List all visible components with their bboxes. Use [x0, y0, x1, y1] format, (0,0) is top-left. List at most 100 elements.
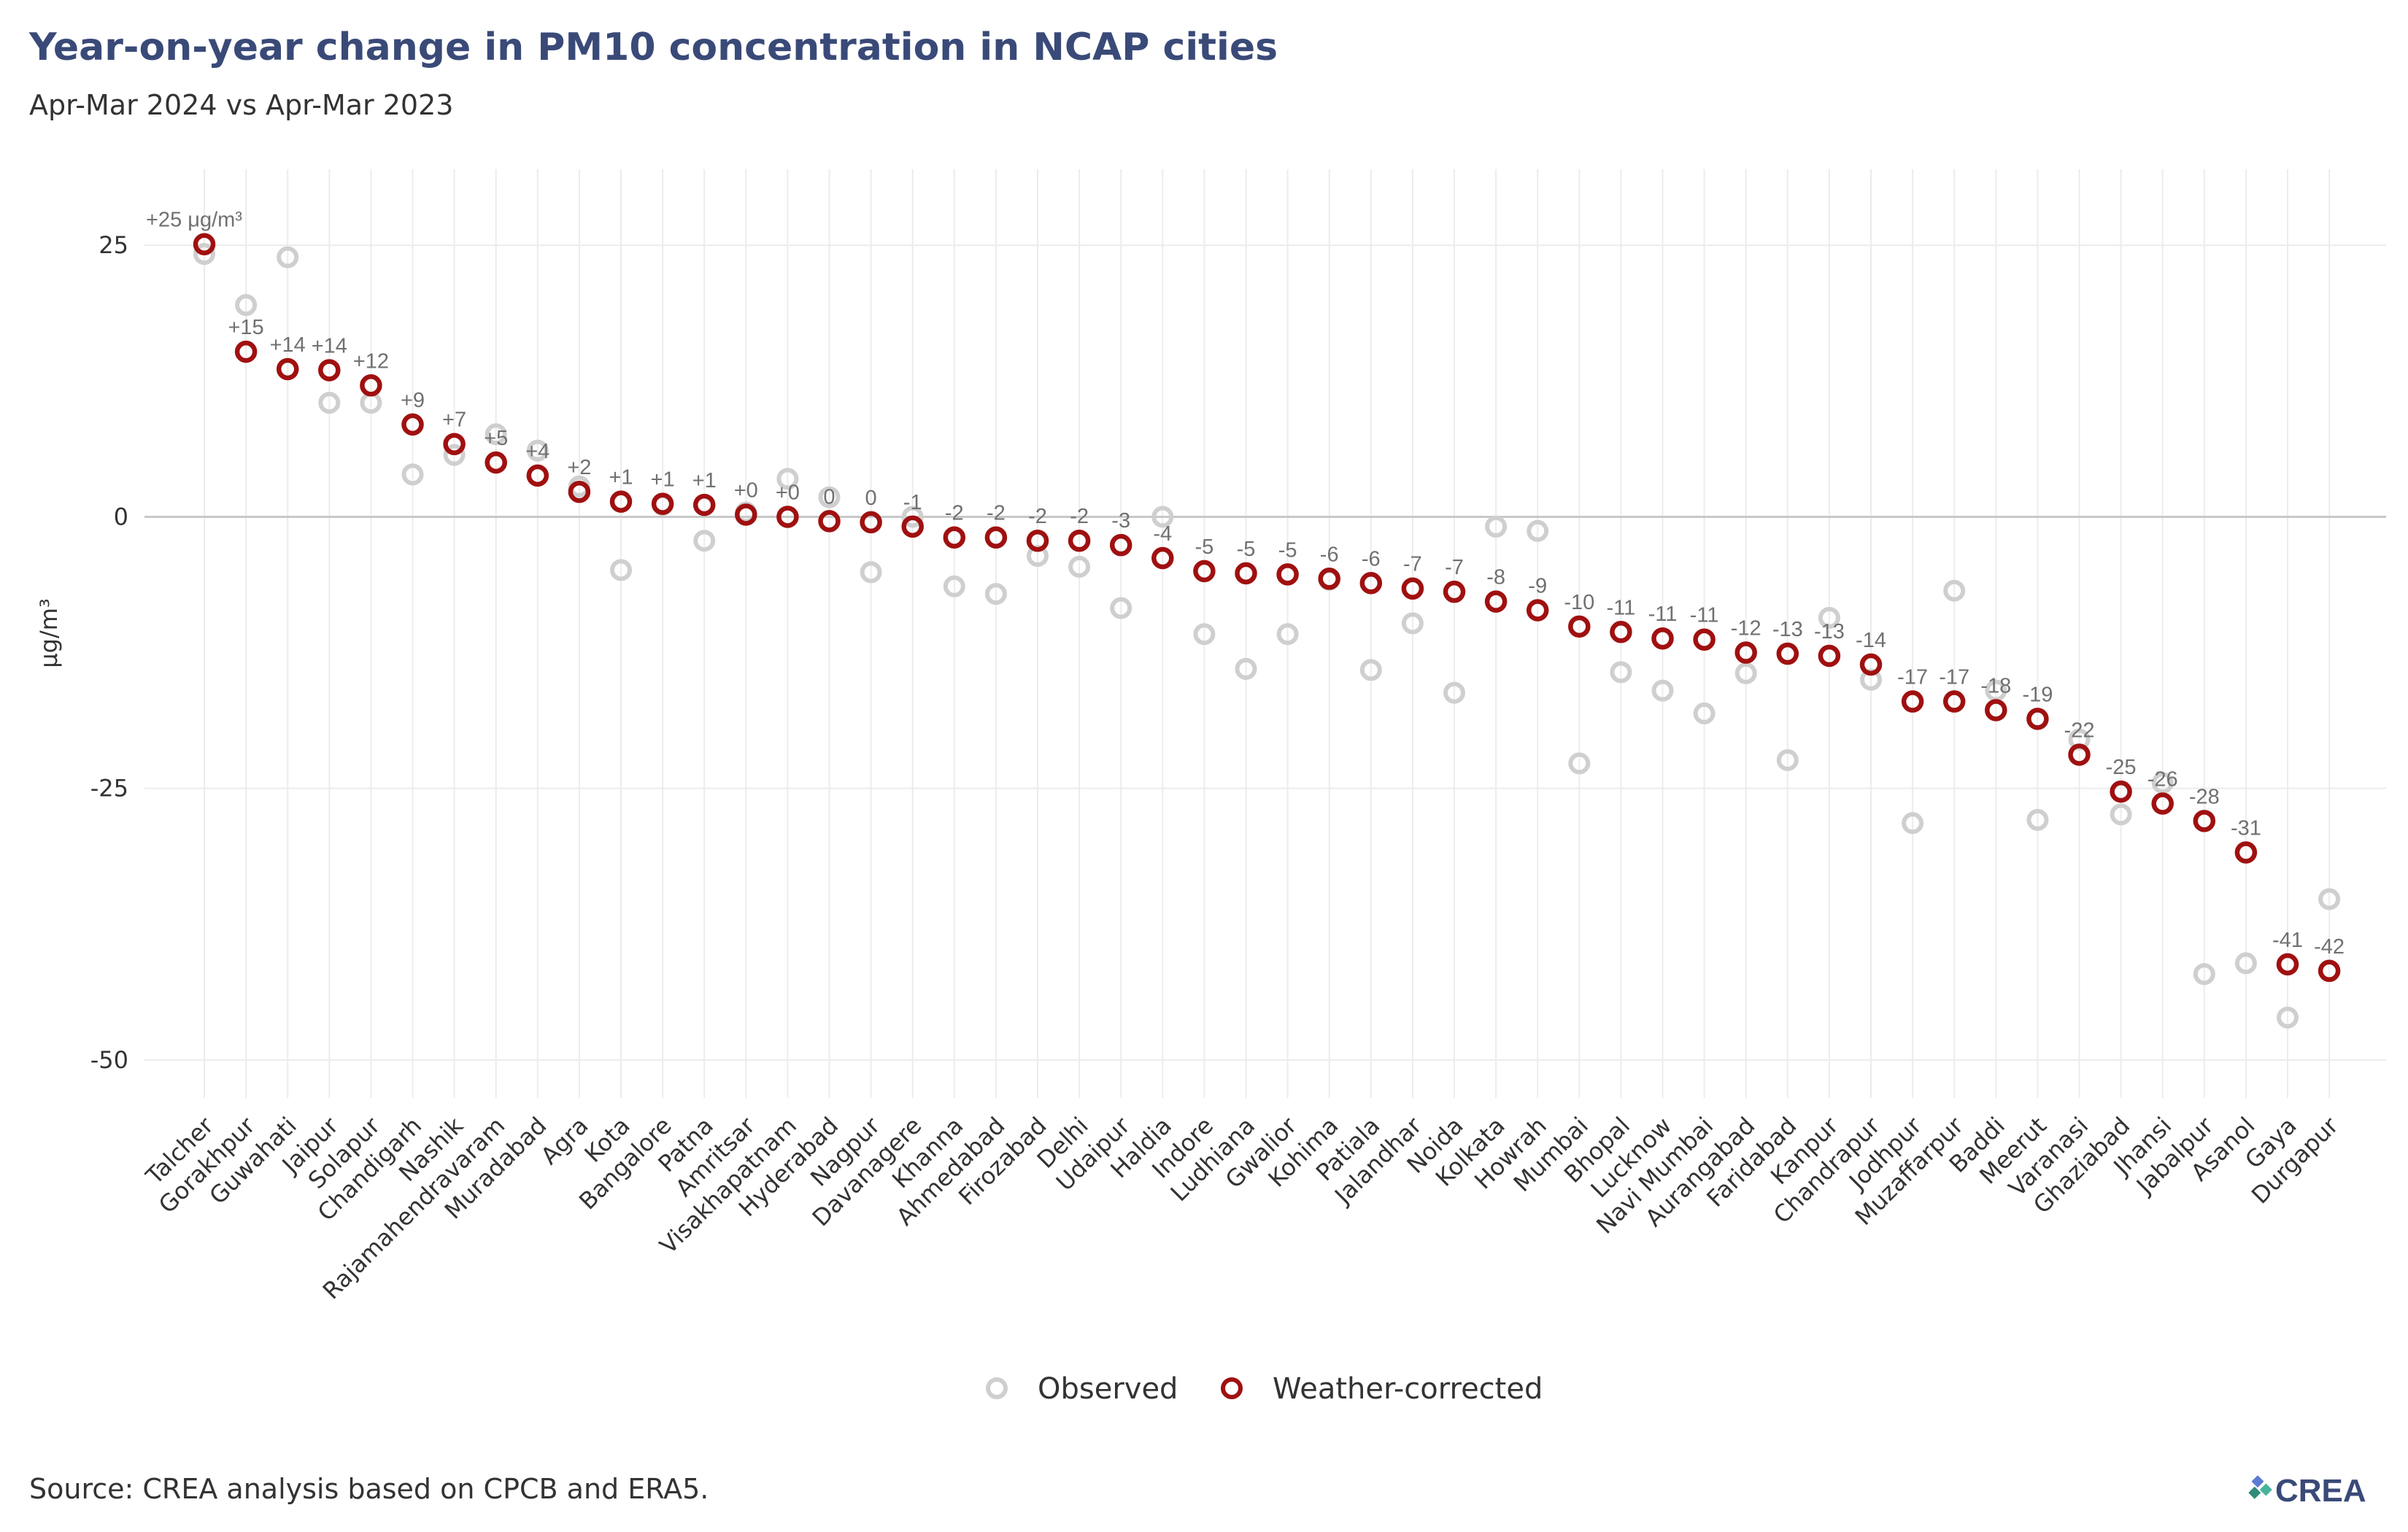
weather-corrected-point — [1068, 529, 1091, 552]
observed-point — [984, 583, 1007, 606]
legend: Observed Weather-corrected — [986, 1372, 1543, 1406]
weather-corrected-point — [193, 233, 216, 255]
data-label: -13 — [1814, 620, 1845, 643]
data-label: -28 — [2189, 785, 2220, 808]
observed-point — [1818, 606, 1840, 629]
data-label: -17 — [1939, 666, 1969, 689]
data-label: -1 — [903, 491, 922, 514]
legend-weather-corrected-label: Weather-corrected — [1273, 1372, 1543, 1406]
data-label: -42 — [2314, 935, 2345, 959]
weather-corrected-point — [1859, 653, 1883, 676]
observed-point — [776, 468, 799, 490]
data-label: +2 — [567, 456, 591, 479]
data-label: +7 — [442, 409, 466, 432]
data-label: +5 — [484, 427, 508, 450]
chart-subtitle: Apr-Mar 2024 vs Apr-Mar 2023 — [29, 89, 453, 121]
data-label: -3 — [1111, 509, 1130, 533]
observed-point — [1776, 748, 1799, 771]
weather-corrected-point — [735, 503, 757, 526]
data-label: -25 — [2106, 756, 2137, 779]
data-label: +0 — [776, 481, 800, 504]
data-label: -18 — [1980, 674, 2011, 697]
weather-corrected-point — [1401, 577, 1424, 600]
weather-corrected-point — [1443, 580, 1466, 603]
observed-point — [1151, 506, 1174, 528]
source-note: Source: CREA analysis based on CPCB and … — [29, 1473, 709, 1505]
observed-point — [2026, 808, 2049, 831]
observed-point — [2318, 888, 2341, 910]
weather-corrected-point — [1484, 590, 1508, 613]
observed-point — [901, 506, 924, 528]
data-label: -19 — [2022, 683, 2053, 706]
data-label: -14 — [1856, 629, 1886, 652]
weather-corrected-point — [2110, 780, 2132, 803]
data-label: -13 — [1772, 618, 1803, 641]
data-label: -7 — [1403, 553, 1422, 576]
data-label: -11 — [1648, 603, 1678, 626]
observed-point — [1943, 579, 1966, 602]
data-label: -26 — [2147, 768, 2178, 792]
data-label: 0 — [823, 485, 835, 508]
data-label: +25 μg/m³ — [146, 209, 242, 232]
observed-point — [1276, 623, 1299, 646]
data-label: -9 — [1528, 574, 1547, 597]
data-label: 0 — [865, 487, 877, 510]
observed-point — [818, 486, 841, 508]
observed-point — [1068, 555, 1091, 578]
crea-logo-text: CREA — [2275, 1473, 2366, 1509]
weather-corrected-point — [1901, 690, 1924, 713]
observed-point — [1443, 681, 1465, 704]
weather-corrected-point — [2276, 953, 2299, 976]
weather-corrected-point — [943, 526, 966, 549]
weather-corrected-point — [526, 464, 549, 487]
observed-point — [485, 423, 507, 446]
weather-corrected-point — [1193, 560, 1216, 583]
observed-point — [1235, 657, 1257, 680]
observed-point — [1110, 597, 1132, 619]
weather-corrected-point — [2234, 841, 2258, 864]
data-label: -5 — [1278, 538, 1297, 562]
weather-corrected-point — [984, 526, 1008, 549]
weather-corrected-point — [776, 506, 799, 528]
y-tick-label: -25 — [90, 775, 128, 802]
data-label: +1 — [609, 466, 633, 490]
observed-point — [1902, 812, 1924, 835]
data-label: -5 — [1237, 538, 1256, 561]
data-label: -22 — [2064, 719, 2095, 743]
weather-corrected-point — [443, 433, 466, 455]
data-label: -2 — [1028, 505, 1047, 528]
weather-corrected-point — [2318, 959, 2341, 983]
x-tick-label: Agra — [536, 1112, 594, 1170]
data-label: +0 — [734, 479, 758, 502]
weather-corrected-point — [1942, 690, 1966, 713]
weather-corrected-point — [901, 515, 924, 538]
weather-corrected-point — [1734, 641, 1757, 664]
data-label: +4 — [525, 440, 549, 463]
observed-point — [235, 294, 258, 317]
data-label: +15 — [228, 316, 263, 339]
data-label: -10 — [1564, 591, 1594, 614]
observed-point — [693, 530, 716, 552]
weather-corrected-point — [360, 374, 382, 397]
weather-corrected-point — [234, 340, 258, 363]
x-axis-labels: TalcherGorakhpurGuwahatiJaipurSolapurCha… — [140, 1111, 2345, 1304]
observed-point — [1568, 752, 1591, 775]
data-label: +14 — [312, 334, 347, 357]
crea-logo-icon — [2248, 1475, 2272, 1499]
weather-corrected-point — [1818, 644, 1841, 668]
weather-corrected-point — [1359, 572, 1383, 595]
observed-point — [526, 439, 549, 462]
weather-corrected-point — [818, 510, 841, 533]
data-label: +12 — [353, 349, 389, 373]
weather-corrected-point — [1610, 621, 1632, 643]
data-label: -7 — [1445, 556, 1464, 579]
observed-point — [610, 559, 632, 581]
plot-points — [193, 233, 2341, 1029]
data-label: -17 — [1897, 666, 1928, 689]
weather-corrected-point — [318, 359, 341, 382]
data-label: -2 — [987, 502, 1006, 525]
legend-observed-label: Observed — [1038, 1372, 1178, 1406]
observed-point — [2151, 772, 2174, 794]
weather-corrected-point — [2193, 810, 2216, 832]
weather-corrected-point — [485, 451, 507, 474]
